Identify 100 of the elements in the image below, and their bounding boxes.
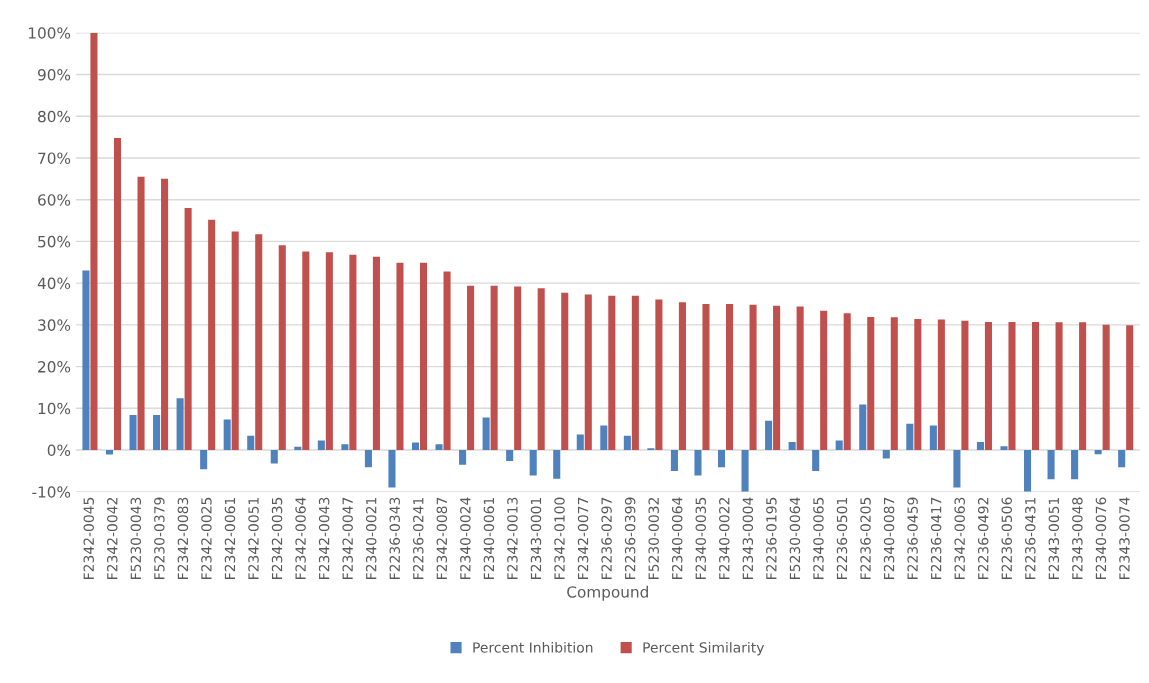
bar <box>678 302 686 451</box>
bar <box>937 319 945 451</box>
x-tick-label: F2236-0417 <box>930 497 942 579</box>
bar <box>411 442 420 451</box>
bar <box>1032 321 1040 451</box>
y-tick-label: 60% <box>38 194 71 206</box>
bar <box>694 450 702 476</box>
x-tick-label: F2343-0004 <box>742 497 754 579</box>
y-tick-label: 10% <box>38 402 71 415</box>
bar <box>341 444 349 451</box>
bar <box>419 262 428 451</box>
bar <box>372 256 380 451</box>
bar <box>961 320 969 451</box>
x-tick-label: F2236-0195 <box>766 497 777 579</box>
x-tick-label: F2236-0399 <box>624 497 636 579</box>
bar <box>1000 446 1008 451</box>
bar <box>773 305 781 451</box>
x-tick-label: F2236-0241 <box>413 497 424 579</box>
bar <box>623 435 631 451</box>
bar <box>129 414 137 451</box>
y-tick-label: 30% <box>38 319 71 331</box>
x-tick-label: F2236-0431 <box>1025 497 1036 579</box>
bar <box>317 440 325 451</box>
bar <box>631 295 639 451</box>
x-tick-label: F2340-0022 <box>719 498 730 579</box>
x-axis-title: Compound <box>567 585 648 601</box>
x-tick-label: F2236-0205 <box>860 497 871 579</box>
x-tick-label: F2340-0061 <box>483 497 495 579</box>
bar <box>655 299 663 451</box>
x-tick-label: F2342-0087 <box>436 497 448 579</box>
x-tick-label: F2342-0025 <box>201 497 212 579</box>
bar <box>302 251 310 451</box>
bar <box>890 317 898 451</box>
bar <box>113 137 122 451</box>
bar <box>670 450 678 471</box>
x-tick-label: F2342-0045 <box>83 497 94 579</box>
bar <box>820 310 828 451</box>
bar <box>835 440 843 451</box>
bar <box>459 450 467 465</box>
bar <box>153 414 161 451</box>
x-tick-label: F2340-0065 <box>813 497 824 579</box>
bar <box>82 270 90 451</box>
x-tick-label: F2340-0035 <box>695 497 707 579</box>
bar <box>396 262 404 451</box>
bar <box>435 444 443 451</box>
bar <box>859 404 867 451</box>
bar <box>1102 324 1110 451</box>
x-tick-label: F2340-0076 <box>1095 497 1107 579</box>
x-tick-label: F5230-0379 <box>154 497 165 579</box>
bar <box>765 420 773 451</box>
x-tick-label: F2342-0083 <box>177 497 189 579</box>
y-tick-label: 50% <box>38 235 71 248</box>
x-tick-label: F2236-0492 <box>977 498 989 579</box>
y-tick-label: 40% <box>37 277 71 290</box>
bar <box>914 319 922 451</box>
bar <box>741 450 749 492</box>
y-tick-label: -10% <box>32 486 71 498</box>
bar <box>561 292 569 451</box>
y-tick-label: 70% <box>38 152 71 164</box>
legend-label: Percent Inhibition <box>473 641 593 653</box>
bar <box>576 434 584 451</box>
bar <box>702 304 710 451</box>
bar <box>105 450 114 455</box>
bar <box>1079 322 1087 451</box>
bar <box>184 208 192 451</box>
bar <box>929 425 937 451</box>
bar <box>529 450 537 476</box>
x-tick-label: F2342-0035 <box>271 497 283 579</box>
bar <box>1023 450 1032 492</box>
legend-label: Percent Similarity <box>643 641 765 656</box>
y-tick-label: 20% <box>38 361 71 373</box>
bar <box>725 304 734 451</box>
x-tick-label: F2236-0343 <box>389 497 400 579</box>
bar <box>137 176 145 451</box>
bar <box>443 271 451 451</box>
x-tick-label: F5230-0043 <box>130 497 142 579</box>
bar <box>553 450 561 479</box>
bar <box>749 304 757 451</box>
bar <box>1071 450 1079 480</box>
x-tick-label: F2340-0064 <box>671 497 683 579</box>
bar <box>608 295 616 451</box>
bar <box>600 425 608 451</box>
bar <box>953 450 961 488</box>
bar <box>1055 322 1063 451</box>
x-tick-label: F2343-0051 <box>1048 497 1060 579</box>
bar <box>514 286 522 451</box>
bar <box>231 231 239 451</box>
bar <box>278 245 286 451</box>
x-tick-label: F2342-0043 <box>318 497 330 579</box>
x-tick-label: F2342-0077 <box>577 497 589 579</box>
x-tick-label: F2342-0042 <box>107 498 118 579</box>
bar <box>161 178 169 451</box>
x-tick-label: F2236-0297 <box>601 497 612 579</box>
x-tick-label: F2236-0506 <box>1001 497 1013 579</box>
bar <box>584 294 592 451</box>
x-tick-label: F2342-0061 <box>224 497 236 579</box>
bar <box>984 321 992 451</box>
x-tick-label: F2236-0501 <box>836 497 848 579</box>
bar <box>796 306 804 451</box>
bar <box>537 288 545 451</box>
